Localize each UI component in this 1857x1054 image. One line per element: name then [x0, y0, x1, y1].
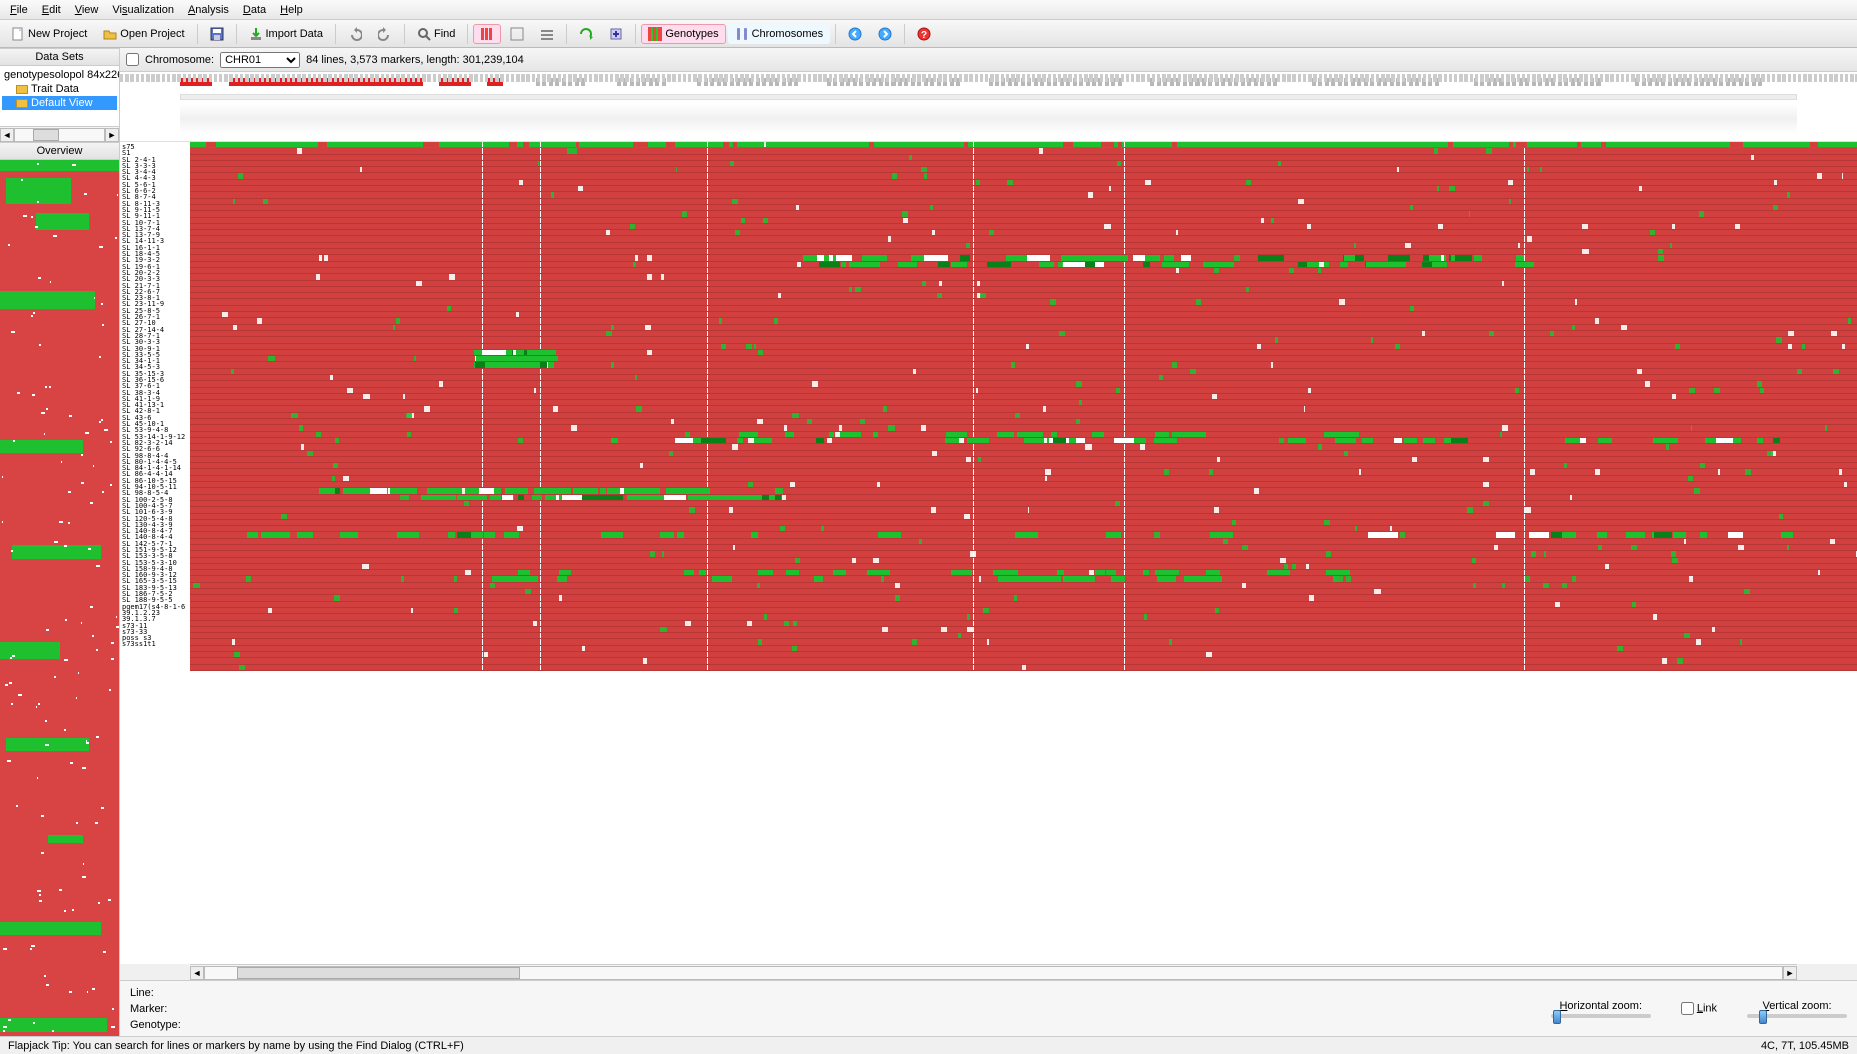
genotype-heatmap[interactable]	[190, 142, 1857, 964]
chromosome-label: Chromosome:	[145, 54, 214, 66]
status-memory: 4C, 7T, 105.45MB	[1761, 1040, 1849, 1052]
view-mode2-button[interactable]	[503, 24, 531, 44]
help-button[interactable]: ?	[910, 24, 938, 44]
heatmap-hscroll[interactable]: ◄ ►	[190, 964, 1797, 980]
scroll-right-icon[interactable]: ►	[105, 128, 119, 142]
chromosome-bar: Chromosome: CHR01 84 lines, 3,573 marker…	[120, 48, 1857, 72]
status-bar: Flapjack Tip: You can search for lines o…	[0, 1036, 1857, 1054]
chromosome-select[interactable]: CHR01	[220, 52, 300, 68]
main-view: Chromosome: CHR01 84 lines, 3,573 marker…	[120, 48, 1857, 1036]
datasets-title: Data Sets	[0, 48, 119, 66]
status-tip: Flapjack Tip: You can search for lines o…	[8, 1040, 464, 1052]
vzoom-label: Vertical zoom:	[1762, 1000, 1831, 1012]
link-checkbox-label[interactable]: Link	[1681, 1002, 1717, 1015]
hzoom-slider[interactable]	[1551, 1014, 1651, 1018]
menu-file[interactable]: File	[4, 2, 34, 18]
find-label: Find	[434, 28, 455, 40]
import-data-button[interactable]: Import Data	[242, 24, 330, 44]
link-checkbox[interactable]	[1681, 1002, 1694, 1015]
scroll-right-icon[interactable]: ►	[1783, 966, 1797, 980]
info-bar: Line: Marker: Genotype: Horizontal zoom:…	[120, 980, 1857, 1036]
vzoom-slider[interactable]	[1747, 1014, 1847, 1018]
overview-title: Overview	[0, 142, 119, 160]
menu-analysis[interactable]: Analysis	[182, 2, 235, 18]
chromosome-info: 84 lines, 3,573 markers, length: 301,239…	[306, 54, 524, 66]
chromosomes-button[interactable]: Chromosomes	[728, 24, 831, 44]
scroll-left-icon[interactable]: ◄	[0, 128, 14, 142]
left-panel: Data Sets genotypesolopol 84x22628 Trait…	[0, 48, 120, 1036]
menu-help[interactable]: Help	[274, 2, 309, 18]
tree-root[interactable]: genotypesolopol 84x22628	[2, 68, 117, 82]
tree-default-view[interactable]: Default View	[2, 96, 117, 110]
tree-trait[interactable]: Trait Data	[2, 82, 117, 96]
find-button[interactable]: Find	[410, 24, 462, 44]
toolbar: New Project Open Project Import Data Fin…	[0, 20, 1857, 48]
menu-edit[interactable]: Edit	[36, 2, 67, 18]
nav-next-button[interactable]	[871, 24, 899, 44]
import-data-label: Import Data	[266, 28, 323, 40]
save-button[interactable]	[203, 24, 231, 44]
nav-prev-button[interactable]	[841, 24, 869, 44]
open-project-label: Open Project	[120, 28, 184, 40]
refresh-button[interactable]	[572, 24, 600, 44]
redo-button[interactable]	[371, 24, 399, 44]
view-mode3-button[interactable]	[533, 24, 561, 44]
ruler-connector	[180, 104, 1797, 134]
new-project-label: New Project	[28, 28, 87, 40]
marker-ruler-lower[interactable]	[180, 94, 1797, 100]
new-project-button[interactable]: New Project	[4, 24, 94, 44]
open-project-button[interactable]: Open Project	[96, 24, 191, 44]
ruler-area	[120, 72, 1857, 142]
line-info-label: Line:	[130, 987, 181, 999]
hzoom-label: Horizontal zoom:	[1559, 1000, 1642, 1012]
export-button[interactable]	[602, 24, 630, 44]
menu-visualization[interactable]: Visualization	[106, 2, 180, 18]
marker-info-label: Marker:	[130, 1003, 181, 1015]
undo-button[interactable]	[341, 24, 369, 44]
chromosome-checkbox[interactable]	[126, 53, 139, 66]
genotype-info-label: Genotype:	[130, 1019, 181, 1031]
chromosomes-label: Chromosomes	[752, 28, 824, 40]
genotypes-label: Genotypes	[665, 28, 718, 40]
scroll-left-icon[interactable]: ◄	[190, 966, 204, 980]
menubar: File Edit View Visualization Analysis Da…	[0, 0, 1857, 20]
folder-icon	[16, 85, 28, 94]
overview-panel[interactable]	[0, 160, 119, 1036]
line-labels[interactable]: s75S1SL 2-4-1SL 3-3-3SL 3-4-4SL 4-4-3SL …	[120, 142, 190, 964]
menu-view[interactable]: View	[69, 2, 105, 18]
genotypes-button[interactable]: Genotypes	[641, 24, 725, 44]
datasets-tree[interactable]: genotypesolopol 84x22628 Trait Data Defa…	[0, 66, 119, 126]
tree-hscroll[interactable]: ◄ ►	[0, 126, 119, 142]
folder-icon	[16, 99, 28, 108]
view-mode1-button[interactable]	[473, 24, 501, 44]
menu-data[interactable]: Data	[237, 2, 272, 18]
svg-text:?: ?	[921, 30, 927, 41]
